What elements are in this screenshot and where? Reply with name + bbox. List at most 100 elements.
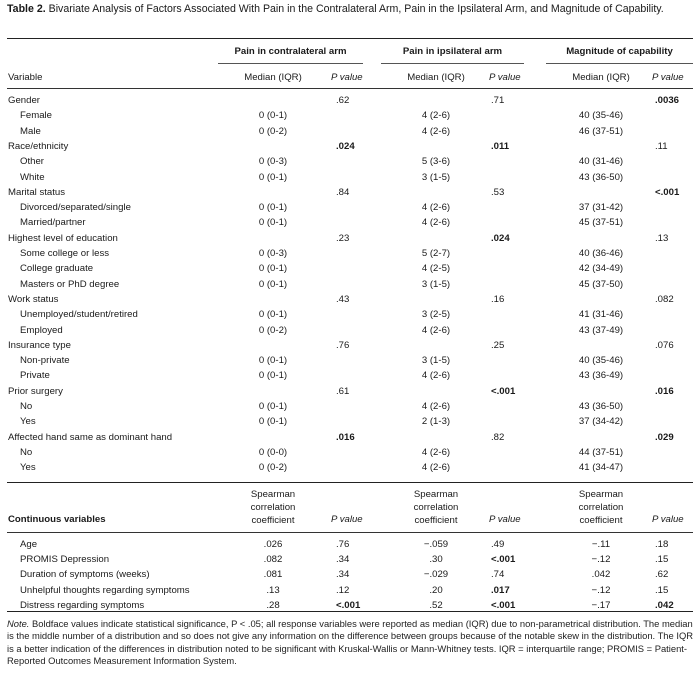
median-iqr-capability: 43 (36-50) bbox=[578, 401, 624, 412]
median-iqr-ipsilateral: 4 (2-6) bbox=[421, 370, 451, 381]
variable-label: No bbox=[20, 401, 33, 412]
variable-label: Age bbox=[20, 539, 38, 550]
median-iqr-contralateral: 0 (0-2) bbox=[258, 462, 288, 473]
median-iqr-contralateral: 0 (0-1) bbox=[258, 110, 288, 121]
p-value-contralateral: .23 bbox=[336, 233, 350, 244]
p-value-contralateral: .76 bbox=[336, 340, 350, 351]
coef-header-line: coefficient bbox=[251, 515, 295, 526]
median-iqr-ipsilateral: 4 (2-6) bbox=[421, 325, 451, 336]
median-iqr-capability: 37 (34-42) bbox=[578, 416, 624, 427]
p-value-capability: .62 bbox=[655, 569, 669, 580]
top-rule bbox=[7, 38, 693, 39]
median-iqr-capability: 43 (36-49) bbox=[578, 370, 624, 381]
variable-label: Distress regarding symptoms bbox=[20, 600, 145, 611]
median-iqr-contralateral: 0 (0-1) bbox=[258, 172, 288, 183]
median-iqr-capability: 42 (34-49) bbox=[578, 263, 624, 274]
median-iqr-contralateral: 0 (0-3) bbox=[258, 156, 288, 167]
p-value-ipsilateral: .53 bbox=[491, 187, 505, 198]
coefficient-ipsilateral: .30 bbox=[429, 554, 443, 565]
median-iqr-capability: 40 (36-46) bbox=[578, 248, 624, 259]
median-iqr-contralateral: 0 (0-1) bbox=[258, 263, 288, 274]
p-value-capability: .016 bbox=[655, 386, 674, 397]
bottom-rule bbox=[7, 611, 693, 612]
median-iqr-capability: 43 (37-49) bbox=[578, 325, 624, 336]
header-capability: Magnitude of capability bbox=[566, 46, 673, 57]
variable-label: Non-private bbox=[20, 355, 70, 366]
median-iqr-ipsilateral: 4 (2-6) bbox=[421, 401, 451, 412]
median-iqr-capability: 37 (31-42) bbox=[578, 202, 624, 213]
coef-header-line: correlation bbox=[578, 502, 624, 513]
median-iqr-contralateral: 0 (0-1) bbox=[258, 370, 288, 381]
coef-header-1: Spearman correlation coefficient bbox=[218, 488, 328, 527]
p-value-capability: .11 bbox=[655, 141, 668, 152]
header-ipsilateral: Pain in ipsilateral arm bbox=[402, 46, 503, 57]
p-value-contralateral: .016 bbox=[336, 432, 355, 443]
p-value-capability: .0036 bbox=[655, 95, 680, 106]
p-value-capability: .082 bbox=[655, 294, 674, 305]
p-value-contralateral: <.001 bbox=[336, 600, 361, 611]
coefficient-ipsilateral: −.029 bbox=[423, 569, 449, 580]
median-iqr-contralateral: 0 (0-2) bbox=[258, 325, 288, 336]
variable-label: Unemployed/student/retired bbox=[20, 309, 138, 320]
p-value-ipsilateral: <.001 bbox=[491, 554, 516, 565]
variable-label: Marital status bbox=[8, 187, 66, 198]
table-label: Table 2. bbox=[7, 3, 46, 15]
p-value-contralateral: .61 bbox=[336, 386, 350, 397]
p-value-capability: <.001 bbox=[655, 187, 680, 198]
header-pvalue-3: P value bbox=[652, 72, 684, 83]
p-value-ipsilateral: .011 bbox=[491, 141, 510, 152]
coefficient-contralateral: .026 bbox=[263, 539, 283, 550]
variable-label: Divorced/separated/single bbox=[20, 202, 131, 213]
median-iqr-ipsilateral: 4 (2-6) bbox=[421, 110, 451, 121]
p-value-capability: .15 bbox=[655, 585, 669, 596]
header-pvalue-1: P value bbox=[331, 72, 363, 83]
median-iqr-capability: 40 (31-46) bbox=[578, 156, 624, 167]
p-value-ipsilateral: <.001 bbox=[491, 600, 516, 611]
median-iqr-contralateral: 0 (0-2) bbox=[258, 126, 288, 137]
variable-label: No bbox=[20, 447, 33, 458]
variable-label: Affected hand same as dominant hand bbox=[8, 432, 173, 443]
variable-label: Work status bbox=[8, 294, 59, 305]
coefficient-contralateral: .13 bbox=[266, 585, 280, 596]
coefficient-capability: −.17 bbox=[591, 600, 611, 611]
p-value-capability: .18 bbox=[655, 539, 669, 550]
variable-label: Some college or less bbox=[20, 248, 110, 259]
coefficient-ipsilateral: −.059 bbox=[423, 539, 449, 550]
median-iqr-contralateral: 0 (0-1) bbox=[258, 401, 288, 412]
cont-pvalue-header-2: P value bbox=[489, 514, 521, 525]
continuous-variables-heading: Continuous variables bbox=[8, 514, 106, 525]
median-iqr-contralateral: 0 (0-1) bbox=[258, 217, 288, 228]
section-rule bbox=[7, 482, 693, 483]
median-iqr-ipsilateral: 4 (2-6) bbox=[421, 126, 451, 137]
median-iqr-capability: 40 (35-46) bbox=[578, 355, 624, 366]
group2-underline bbox=[381, 63, 524, 64]
p-value-contralateral: .024 bbox=[336, 141, 355, 152]
coefficient-capability: −.11 bbox=[591, 539, 611, 550]
header-contralateral: Pain in contralateral arm bbox=[234, 46, 347, 57]
p-value-capability: .076 bbox=[655, 340, 674, 351]
coefficient-capability: .042 bbox=[591, 569, 611, 580]
variable-label: Male bbox=[20, 126, 41, 137]
variable-label: Private bbox=[20, 370, 50, 381]
p-value-ipsilateral: .017 bbox=[491, 585, 510, 596]
median-iqr-capability: 43 (36-50) bbox=[578, 172, 624, 183]
coefficient-capability: −.12 bbox=[591, 585, 611, 596]
coef-header-2: Spearman correlation coefficient bbox=[381, 488, 491, 527]
median-iqr-ipsilateral: 5 (3-6) bbox=[421, 156, 451, 167]
coef-header-line: correlation bbox=[250, 502, 296, 513]
variable-label: Yes bbox=[20, 416, 36, 427]
variable-label: Duration of symptoms (weeks) bbox=[20, 569, 150, 580]
median-iqr-contralateral: 0 (0-1) bbox=[258, 309, 288, 320]
coefficient-contralateral: .28 bbox=[266, 600, 280, 611]
p-value-capability: .042 bbox=[655, 600, 674, 611]
median-iqr-ipsilateral: 3 (1-5) bbox=[421, 172, 451, 183]
variable-label: Prior surgery bbox=[8, 386, 63, 397]
header-variable: Variable bbox=[8, 72, 43, 83]
coef-header-line: Spearman bbox=[413, 489, 459, 500]
median-iqr-contralateral: 0 (0-1) bbox=[258, 416, 288, 427]
p-value-capability: .15 bbox=[655, 554, 669, 565]
variable-label: Married/partner bbox=[20, 217, 86, 228]
p-value-contralateral: .84 bbox=[336, 187, 350, 198]
p-value-contralateral: .43 bbox=[336, 294, 350, 305]
median-iqr-capability: 46 (37-51) bbox=[578, 126, 624, 137]
